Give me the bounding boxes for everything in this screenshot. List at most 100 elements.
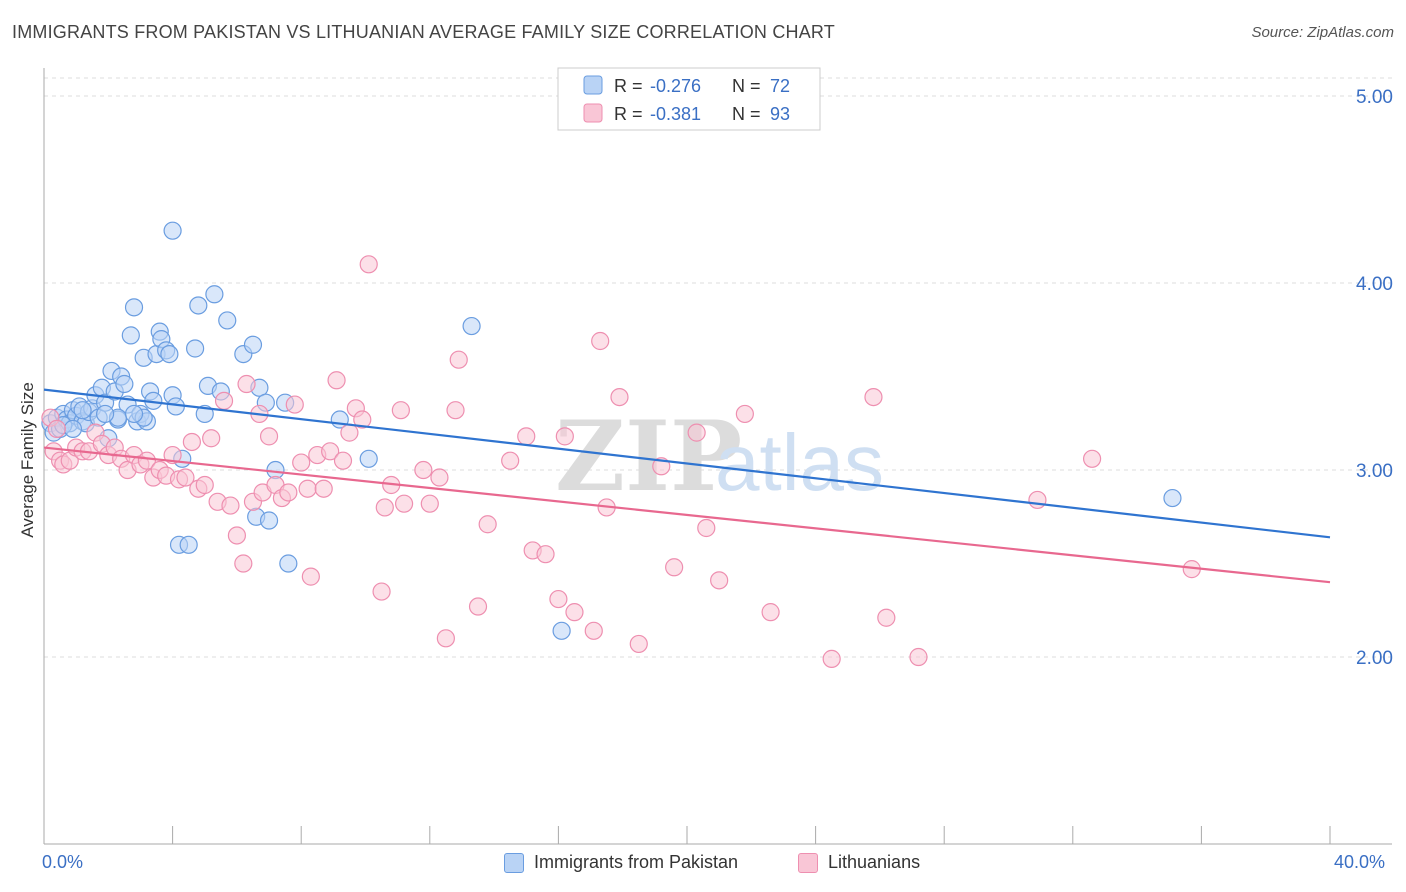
- bottom-legend: Immigrants from Pakistan Lithuanians: [0, 852, 1406, 878]
- watermark-atlas: atlas: [715, 418, 884, 507]
- point-lithuanians-82: [710, 571, 729, 590]
- point-lithuanians-26: [195, 475, 214, 495]
- point-lithuanians-53: [359, 255, 378, 274]
- point-lithuanians-64: [449, 350, 468, 369]
- legend-n-label-2: N =: [732, 104, 761, 124]
- point-lithuanians-63: [446, 401, 465, 420]
- bottom-legend-item-pakistan: Immigrants from Pakistan: [504, 852, 738, 873]
- point-pakistan-68: [95, 404, 115, 424]
- point-lithuanians-48: [327, 371, 346, 390]
- point-lithuanians-73: [584, 621, 603, 640]
- point-lithuanians-76: [610, 387, 629, 407]
- point-lithuanians-61: [430, 468, 449, 487]
- point-pakistan-50: [218, 311, 237, 330]
- point-lithuanians-40: [279, 483, 298, 502]
- point-lithuanians-66: [478, 515, 497, 534]
- point-lithuanians-89: [1028, 490, 1047, 510]
- point-pakistan-52: [243, 335, 263, 354]
- point-lithuanians-17: [137, 451, 156, 470]
- trend-line-lithuanians: [43, 446, 1331, 584]
- legend-swatch-lithuanians: [583, 103, 603, 123]
- point-lithuanians-65: [468, 597, 488, 616]
- legend-r-value-1: -0.276: [650, 76, 701, 96]
- point-lithuanians-54: [372, 582, 391, 601]
- point-lithuanians-77: [629, 634, 648, 654]
- point-lithuanians-31: [227, 526, 246, 545]
- axes: [43, 68, 1392, 845]
- point-pakistan-44: [186, 339, 205, 358]
- point-pakistan-37: [160, 344, 179, 364]
- point-lithuanians-23: [176, 468, 195, 487]
- point-pakistan-23: [115, 374, 134, 394]
- point-lithuanians-88: [909, 647, 928, 667]
- point-lithuanians-33: [237, 374, 256, 394]
- point-lithuanians-59: [414, 460, 433, 480]
- point-lithuanians-2: [47, 419, 66, 438]
- bottom-legend-label-lithuanians: Lithuanians: [828, 852, 921, 872]
- point-lithuanians-70: [549, 589, 568, 609]
- point-pakistan-61: [359, 449, 378, 468]
- point-pakistan-45: [189, 296, 208, 315]
- point-pakistan-70: [63, 419, 83, 438]
- point-lithuanians-21: [163, 445, 182, 465]
- point-pakistan-71: [124, 404, 144, 424]
- point-pakistan-63: [552, 621, 571, 640]
- point-pakistan-64: [1163, 488, 1182, 508]
- point-lithuanians-30: [221, 496, 240, 515]
- point-lithuanians-90: [1082, 449, 1102, 468]
- x-tick-label-max: 40.0%: [1334, 852, 1386, 872]
- y-tick-labels: 2.00 3.00 4.00 5.00: [1356, 87, 1393, 669]
- point-pakistan-65: [73, 401, 92, 420]
- point-pakistan-59: [279, 554, 298, 573]
- point-pakistan-25: [121, 326, 140, 345]
- point-lithuanians-44: [301, 567, 320, 586]
- y-tick-label-2: 4.00: [1356, 274, 1393, 295]
- point-lithuanians-62: [436, 629, 455, 648]
- point-lithuanians-67: [501, 451, 520, 470]
- point-lithuanians-29: [214, 391, 234, 410]
- y-tick-label-3: 5.00: [1356, 87, 1393, 108]
- legend-r-label-1: R =: [614, 76, 643, 96]
- y-tick-label-0: 2.00: [1356, 648, 1393, 669]
- point-pakistan-43: [179, 535, 198, 554]
- point-lithuanians-92: [517, 427, 536, 446]
- point-lithuanians-41: [285, 395, 304, 414]
- x-tick-label-min: 0.0%: [42, 852, 84, 872]
- point-lithuanians-83: [735, 404, 754, 424]
- point-lithuanians-37: [259, 427, 279, 446]
- point-pakistan-57: [259, 511, 279, 530]
- point-lithuanians-72: [565, 603, 584, 622]
- point-lithuanians-57: [394, 494, 414, 513]
- point-lithuanians-79: [665, 558, 684, 577]
- point-pakistan-62: [462, 316, 481, 336]
- point-lithuanians-43: [298, 479, 317, 498]
- trend-lines: [43, 388, 1331, 584]
- point-lithuanians-58: [391, 401, 410, 420]
- legend-r-value-2: -0.381: [650, 104, 701, 124]
- y-tick-label-1: 3.00: [1356, 461, 1393, 482]
- point-lithuanians-47: [321, 442, 340, 461]
- point-lithuanians-81: [697, 518, 716, 538]
- point-lithuanians-49: [333, 451, 353, 470]
- watermark-zip: ZIP: [555, 400, 742, 513]
- point-pakistan-26: [124, 298, 144, 317]
- point-lithuanians-60: [420, 494, 439, 513]
- bottom-legend-swatch-pakistan: [504, 852, 524, 873]
- bottom-legend-label-pakistan: Immigrants from Pakistan: [534, 852, 739, 872]
- legend-box: R = -0.276 N = 72 R = -0.381 N = 93: [557, 67, 821, 131]
- point-pakistan-40: [163, 221, 182, 240]
- point-lithuanians-50: [340, 423, 359, 442]
- bottom-legend-item-lithuanians: Lithuanians: [798, 852, 920, 873]
- trend-line-pakistan: [43, 388, 1331, 539]
- point-lithuanians-55: [375, 498, 394, 517]
- point-lithuanians-42: [292, 453, 311, 472]
- point-lithuanians-86: [864, 387, 883, 407]
- legend-r-label-2: R =: [614, 104, 643, 124]
- point-lithuanians-52: [353, 410, 372, 429]
- legend-swatch-pakistan: [583, 75, 603, 95]
- point-lithuanians-85: [822, 649, 841, 668]
- point-lithuanians-27: [202, 429, 221, 448]
- point-pakistan-48: [205, 285, 224, 304]
- point-lithuanians-87: [877, 608, 896, 627]
